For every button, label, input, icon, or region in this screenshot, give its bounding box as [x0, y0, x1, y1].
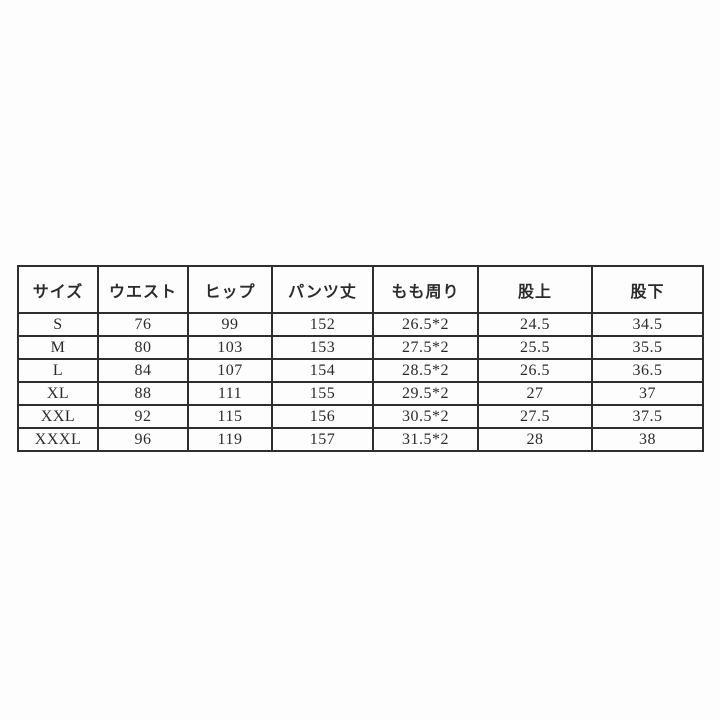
- table-cell: 36.5: [591, 358, 704, 383]
- table-cell: 27.5*2: [372, 335, 479, 360]
- table-cell: 26.5*2: [372, 312, 479, 337]
- table-row-s: S 76 99 152 26.5*2 24.5 34.5: [17, 312, 704, 337]
- table-cell: XXXL: [17, 427, 99, 452]
- table-cell: 24.5: [477, 312, 593, 337]
- table-cell: 111: [187, 381, 273, 406]
- table-cell: L: [17, 358, 99, 383]
- table-cell: 92: [97, 404, 189, 429]
- table-cell: 28.5*2: [372, 358, 479, 383]
- table-row-l: L 84 107 154 28.5*2 26.5 36.5: [17, 358, 704, 383]
- table-row-xxxl: XXXL 96 119 157 31.5*2 28 38: [17, 427, 704, 452]
- table-cell: 76: [97, 312, 189, 337]
- table-cell: 25.5: [477, 335, 593, 360]
- table-cell: 119: [187, 427, 273, 452]
- header-cell-size: サイズ: [17, 265, 99, 314]
- table-cell: 27.5: [477, 404, 593, 429]
- header-cell-waist: ウエスト: [97, 265, 189, 314]
- table-cell: 152: [271, 312, 374, 337]
- table-cell: 157: [271, 427, 374, 452]
- header-cell-rise: 股上: [477, 265, 593, 314]
- table-row-m: M 80 103 153 27.5*2 25.5 35.5: [17, 335, 704, 360]
- table-cell: 96: [97, 427, 189, 452]
- table-cell: 37.5: [591, 404, 704, 429]
- table-row-xl: XL 88 111 155 29.5*2 27 37: [17, 381, 704, 406]
- table-cell: M: [17, 335, 99, 360]
- table-cell: 35.5: [591, 335, 704, 360]
- table-cell: XL: [17, 381, 99, 406]
- table-cell: 107: [187, 358, 273, 383]
- header-cell-hip: ヒップ: [187, 265, 273, 314]
- table-cell: 37: [591, 381, 704, 406]
- header-cell-inseam: 股下: [591, 265, 704, 314]
- size-chart-table: サイズ ウエスト ヒップ パンツ丈 もも周り 股上 股下 S 76 99 152…: [17, 265, 704, 452]
- table-cell: 155: [271, 381, 374, 406]
- table-cell: 38: [591, 427, 704, 452]
- table-cell: 26.5: [477, 358, 593, 383]
- table-cell: 34.5: [591, 312, 704, 337]
- table-cell: XXL: [17, 404, 99, 429]
- table-header-row: サイズ ウエスト ヒップ パンツ丈 もも周り 股上 股下: [17, 265, 704, 314]
- table-cell: 99: [187, 312, 273, 337]
- table-cell: 80: [97, 335, 189, 360]
- table-cell: 115: [187, 404, 273, 429]
- table-cell: 31.5*2: [372, 427, 479, 452]
- table-cell: 88: [97, 381, 189, 406]
- table-cell: 154: [271, 358, 374, 383]
- table-cell: 156: [271, 404, 374, 429]
- table-cell: S: [17, 312, 99, 337]
- table-cell: 29.5*2: [372, 381, 479, 406]
- table-cell: 28: [477, 427, 593, 452]
- table-cell: 27: [477, 381, 593, 406]
- header-cell-pants-length: パンツ丈: [271, 265, 374, 314]
- table-cell: 84: [97, 358, 189, 383]
- table-cell: 103: [187, 335, 273, 360]
- table-row-xxl: XXL 92 115 156 30.5*2 27.5 37.5: [17, 404, 704, 429]
- header-cell-thigh: もも周り: [372, 265, 479, 314]
- table-cell: 30.5*2: [372, 404, 479, 429]
- table-cell: 153: [271, 335, 374, 360]
